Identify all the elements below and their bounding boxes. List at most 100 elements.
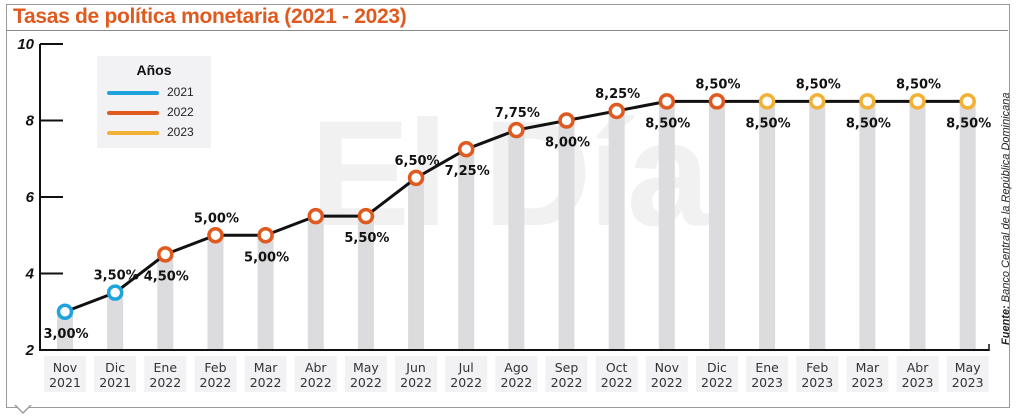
x-tick-label-bg [495,356,538,392]
x-tick-year: 2023 [902,375,934,390]
data-label: 7,75% [495,106,540,121]
data-point [157,246,174,263]
x-tick-year: 2021 [99,375,131,390]
legend-label: 2021 [167,85,194,99]
x-tick-year: 2022 [450,375,482,390]
data-point [809,93,826,110]
data-point [207,227,224,244]
data-point [457,140,475,158]
data-point [758,93,776,110]
legend-swatch [107,91,159,95]
legend-label: 2022 [167,105,194,119]
x-tick-year: 2022 [551,375,583,390]
legend-title: Años [136,62,172,78]
callout-pointer-fill [15,404,31,412]
value-bar [809,101,826,350]
data-point [558,112,575,129]
value-bar [759,101,776,350]
x-tick-month: Jul [458,360,474,375]
data-label: 8,50% [946,116,991,131]
x-tick-month: Abr [305,360,327,375]
x-tick-year: 2022 [250,375,282,390]
value-bar [357,216,374,350]
chart-title: Tasas de política monetaria (2021 - 2023… [13,5,407,28]
x-tick-month: Ene [755,360,779,375]
x-tick-year: 2022 [500,375,532,390]
x-tick-month: May [353,360,379,375]
x-tick-label-bg [294,356,337,392]
value-bar [157,254,174,350]
x-tick-month: Ago [504,360,528,375]
x-tick-year: 2021 [49,375,81,390]
x-tick-label-bg [796,356,839,392]
x-tick-label-bg [645,356,688,392]
x-tick-label-bg [695,356,738,392]
data-label: 8,25% [595,87,640,102]
x-tick-year: 2023 [751,375,783,390]
data-point [859,93,876,110]
x-tick-month: Nov [655,360,680,375]
x-tick-year: 2022 [601,375,633,390]
x-tick-month: Mar [856,360,880,375]
legend-item-2023: 2023 [107,125,207,141]
source-text: Banco Central de la República Dominicana [1000,92,1012,303]
data-point [257,227,274,244]
data-label: 8,50% [896,77,941,92]
y-tick-label: 2 [25,342,35,359]
x-tick-month: Jun [405,360,426,375]
y-tick-label: 4 [25,266,35,283]
data-label: 4,50% [144,269,189,284]
data-label: 3,00% [43,327,88,342]
value-bar [508,130,525,350]
value-bar [458,149,475,350]
data-label: 8,50% [645,116,690,131]
value-bar [658,101,675,350]
x-tick-month: Dic [105,360,125,375]
data-label: 8,00% [545,136,590,151]
data-point [658,93,676,110]
title-divider [6,30,1008,31]
data-label: 8,50% [796,77,841,92]
x-tick-year: 2022 [400,375,432,390]
data-point [307,207,324,225]
source-prefix: Fuente: [1000,305,1012,345]
legend-item-2021: 2021 [107,85,207,101]
x-tick-label-bg [846,356,889,392]
x-tick-year: 2023 [952,375,984,390]
data-label: 6,50% [394,154,439,169]
x-tick-month: Feb [204,360,226,375]
source-note: Fuente: Banco Central de la República Do… [1000,92,1012,345]
data-label: 8,50% [695,77,740,92]
x-tick-label-bg [595,356,638,392]
x-tick-label-bg [244,356,287,392]
x-tick-month: Dic [707,360,727,375]
value-bar [307,216,324,350]
data-point [959,93,976,110]
data-point [357,207,375,225]
x-tick-month: Oct [606,360,628,375]
y-tick-label: 10 [17,36,34,53]
x-tick-label-bg [896,356,939,392]
data-label: 8,50% [746,116,791,131]
data-label: 3,50% [94,269,139,284]
legend-item-2022: 2022 [107,105,207,121]
x-tick-label-bg [746,356,789,392]
value-bar [909,101,926,350]
data-label: 8,50% [846,116,891,131]
legend-label: 2023 [167,125,194,139]
x-tick-month: May [955,360,981,375]
x-tick-label-bg [545,356,588,392]
x-tick-month: Nov [53,360,78,375]
data-label: 5,00% [194,211,239,226]
x-tick-month: Abr [907,360,929,375]
data-point [508,121,525,139]
x-tick-label-bg [194,356,237,392]
value-bar [708,101,725,350]
x-tick-year: 2022 [300,375,332,390]
value-bar [257,235,274,350]
data-point [407,169,425,187]
y-tick-label: 6 [26,189,35,206]
y-tick-label: 8 [26,113,35,130]
x-tick-month: Ene [154,360,178,375]
